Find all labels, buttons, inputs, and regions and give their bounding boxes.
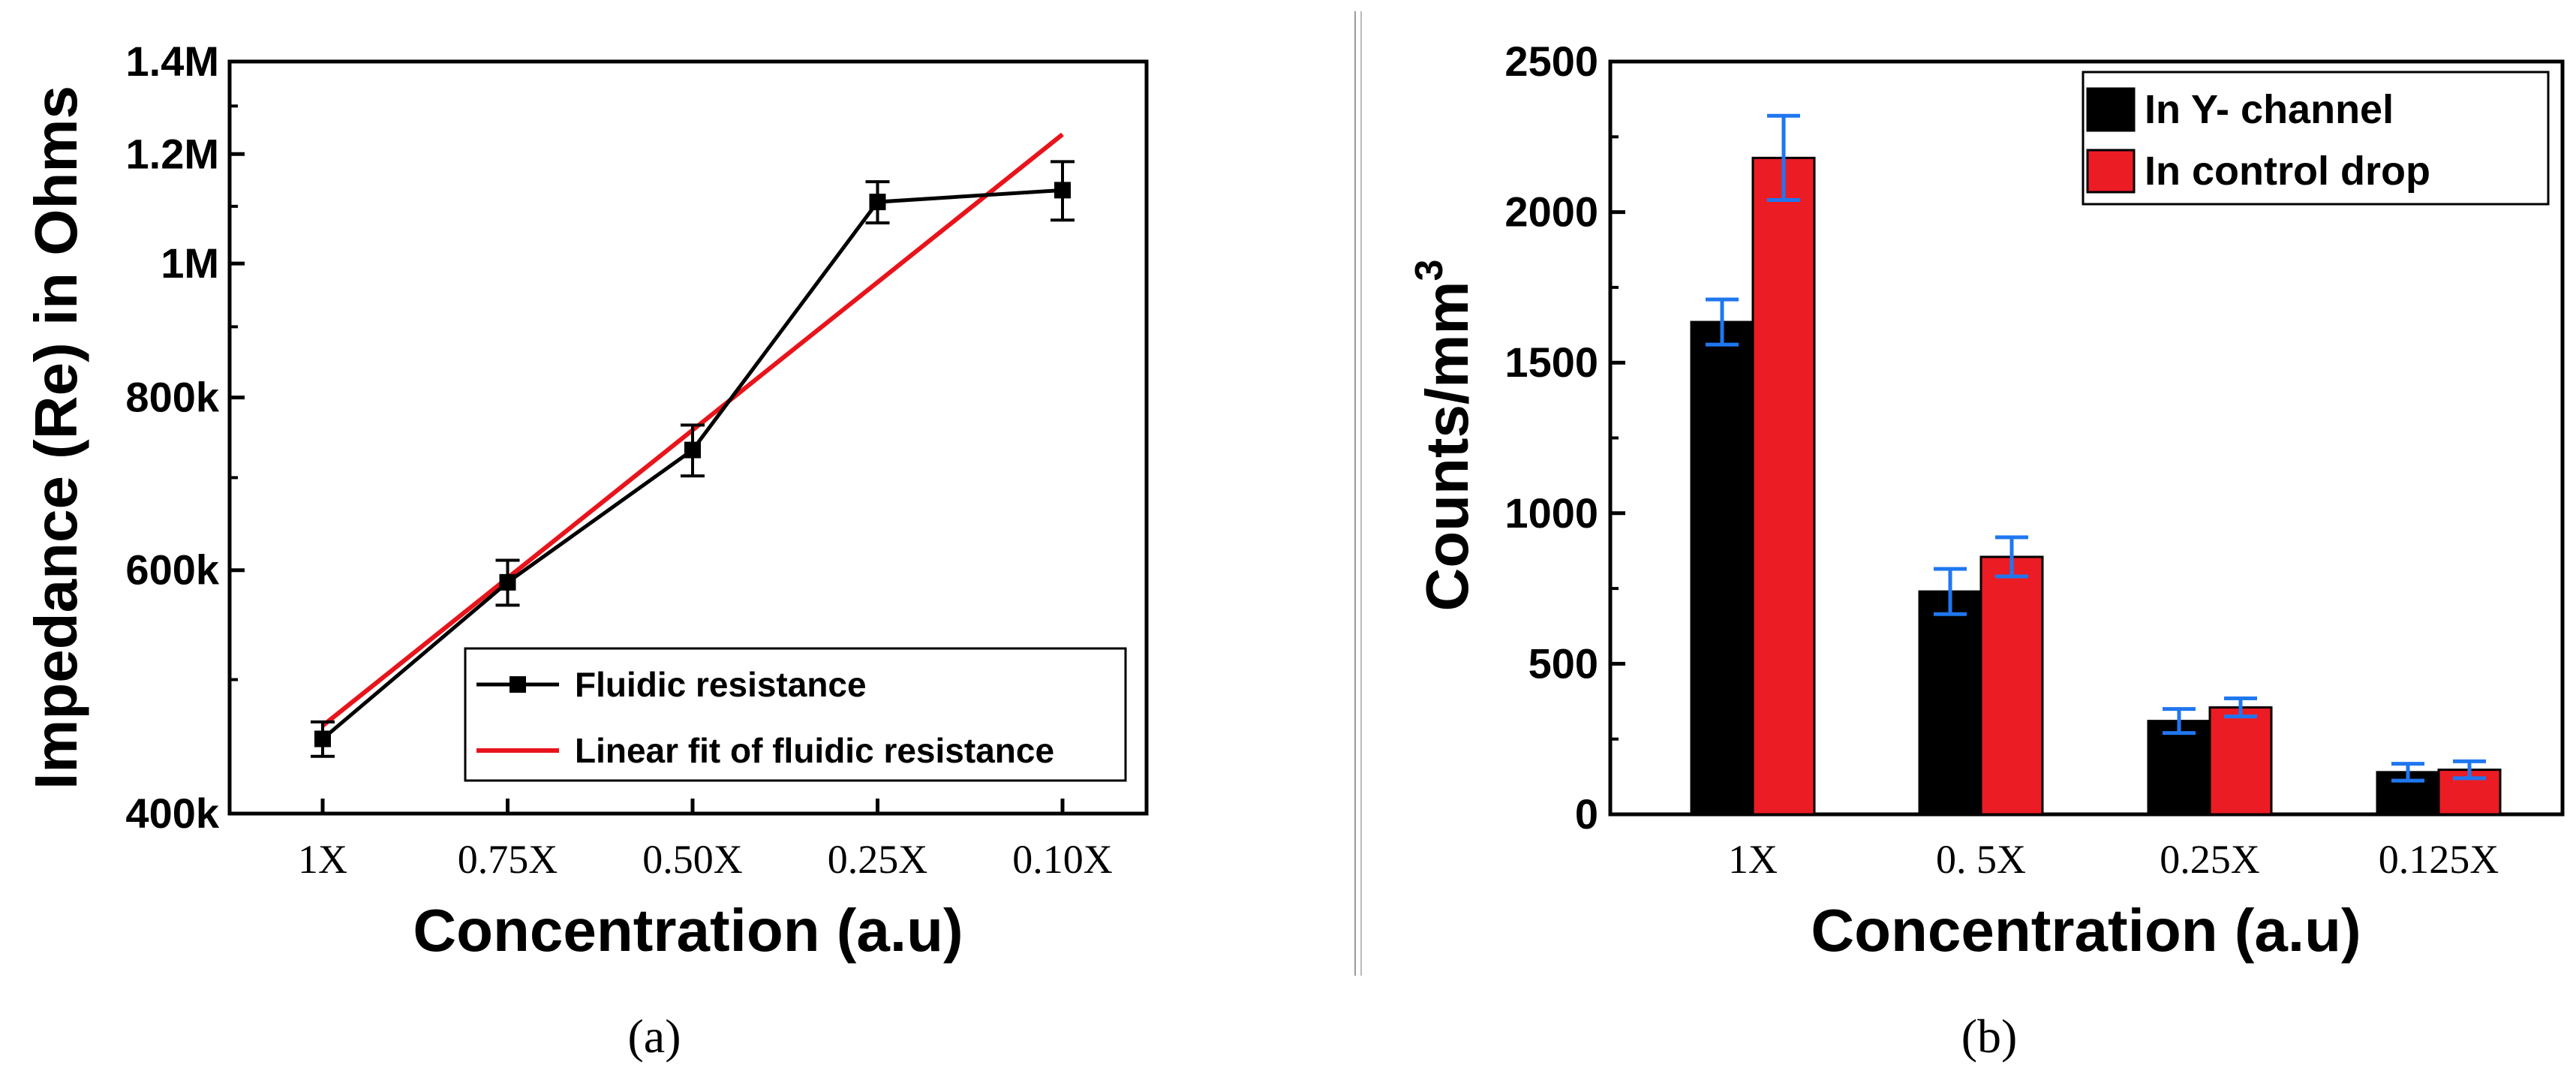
b-bar-y-channel: [1690, 320, 1754, 816]
b-bar-y-channel: [2147, 720, 2211, 816]
b-y-tick-label: 2500: [1504, 38, 1598, 85]
a-x-tick-label: 0.25X: [828, 837, 928, 882]
b-y-tick-label: 2000: [1504, 188, 1598, 236]
b-panel-label: (b): [1961, 1009, 2018, 1063]
legend-a: Fluidic resistance Linear fit of fluidic…: [464, 647, 1127, 782]
legend-b-swatch-y-channel: [2086, 87, 2136, 132]
b-x-axis-title: Concentration (a.u): [1811, 897, 2361, 964]
a-y-tick-label: 1M: [161, 239, 219, 287]
panel-a-line-chart: 400k 600k 800k 1M 1.2M 1.4M 1X 0.75X 0.50X 0.25X…: [23, 38, 1149, 1063]
a-y-tick-label: 400k: [125, 790, 219, 837]
b-bar-control-drop: [1979, 555, 2044, 816]
b-bars: [1690, 113, 2502, 816]
legend-a-marker-fluidic: [509, 676, 526, 693]
a-data-series: [311, 160, 1075, 758]
b-y-tick-label: 500: [1528, 639, 1598, 687]
a-data-point: [684, 441, 701, 459]
a-panel-label: (a): [627, 1009, 681, 1063]
b-bar-control-drop: [2208, 706, 2273, 816]
a-x-axis-title: Concentration (a.u): [413, 897, 963, 964]
a-data-point: [869, 194, 886, 211]
b-y-axis-title: Counts/mm3: [1408, 260, 1480, 612]
a-y-tick-label: 1.2M: [126, 130, 220, 177]
b-bar-control-drop: [1751, 156, 1816, 816]
b-y-axis: 0 500 1000 1500 2000 2500: [1504, 38, 1625, 838]
legend-b: In Y- channel In control drop: [2082, 71, 2550, 206]
legend-b-swatch-control-drop: [2086, 149, 2136, 194]
b-bar-y-channel: [1918, 590, 1982, 816]
a-x-tick-label: 0.75X: [458, 837, 558, 882]
a-data-point: [499, 573, 516, 591]
b-y-tick-label: 1000: [1504, 489, 1598, 537]
a-x-axis: 1X 0.75X 0.50X 0.25X 0.10X: [298, 799, 1113, 882]
b-y-tick-label: 0: [1575, 790, 1598, 838]
a-x-tick-label: 0.10X: [1012, 837, 1113, 882]
legend-a-box: [464, 647, 1127, 782]
b-x-axis: 1X 0. 5X 0.25X 0.125X: [1728, 799, 2499, 882]
a-y-axis: 400k 600k 800k 1M 1.2M 1.4M: [125, 38, 245, 837]
a-y-axis-title: Impedance (Re) in Ohms: [23, 86, 89, 790]
legend-b-label-y-channel: In Y- channel: [2145, 87, 2394, 132]
legend-a-label-fit: Linear fit of fluidic resistance: [575, 731, 1054, 770]
legend-b-box: [2082, 71, 2550, 206]
a-x-tick-label: 1X: [298, 837, 347, 882]
a-data-point: [1054, 182, 1071, 199]
legend-b-label-control-drop: In control drop: [2145, 149, 2430, 194]
b-x-tick-label: 0. 5X: [1936, 837, 2026, 882]
a-y-tick-label: 800k: [125, 374, 219, 421]
b-x-tick-label: 0.125X: [2379, 837, 2499, 882]
b-y-axis-title-base: Counts/mm: [1414, 281, 1480, 611]
plot-frame-a: [227, 59, 1149, 816]
a-data-point: [314, 730, 331, 748]
a-y-tick-label: 600k: [125, 546, 219, 594]
b-y-axis-title-superscript: 3: [1408, 260, 1451, 281]
a-x-tick-label: 0.50X: [642, 837, 743, 882]
legend-a-label-fluidic: Fluidic resistance: [575, 665, 867, 704]
b-x-tick-label: 1X: [1728, 837, 1778, 882]
a-y-tick-label: 1.4M: [126, 38, 220, 85]
b-x-tick-label: 0.25X: [2160, 837, 2260, 882]
b-y-tick-label: 1500: [1504, 338, 1598, 386]
